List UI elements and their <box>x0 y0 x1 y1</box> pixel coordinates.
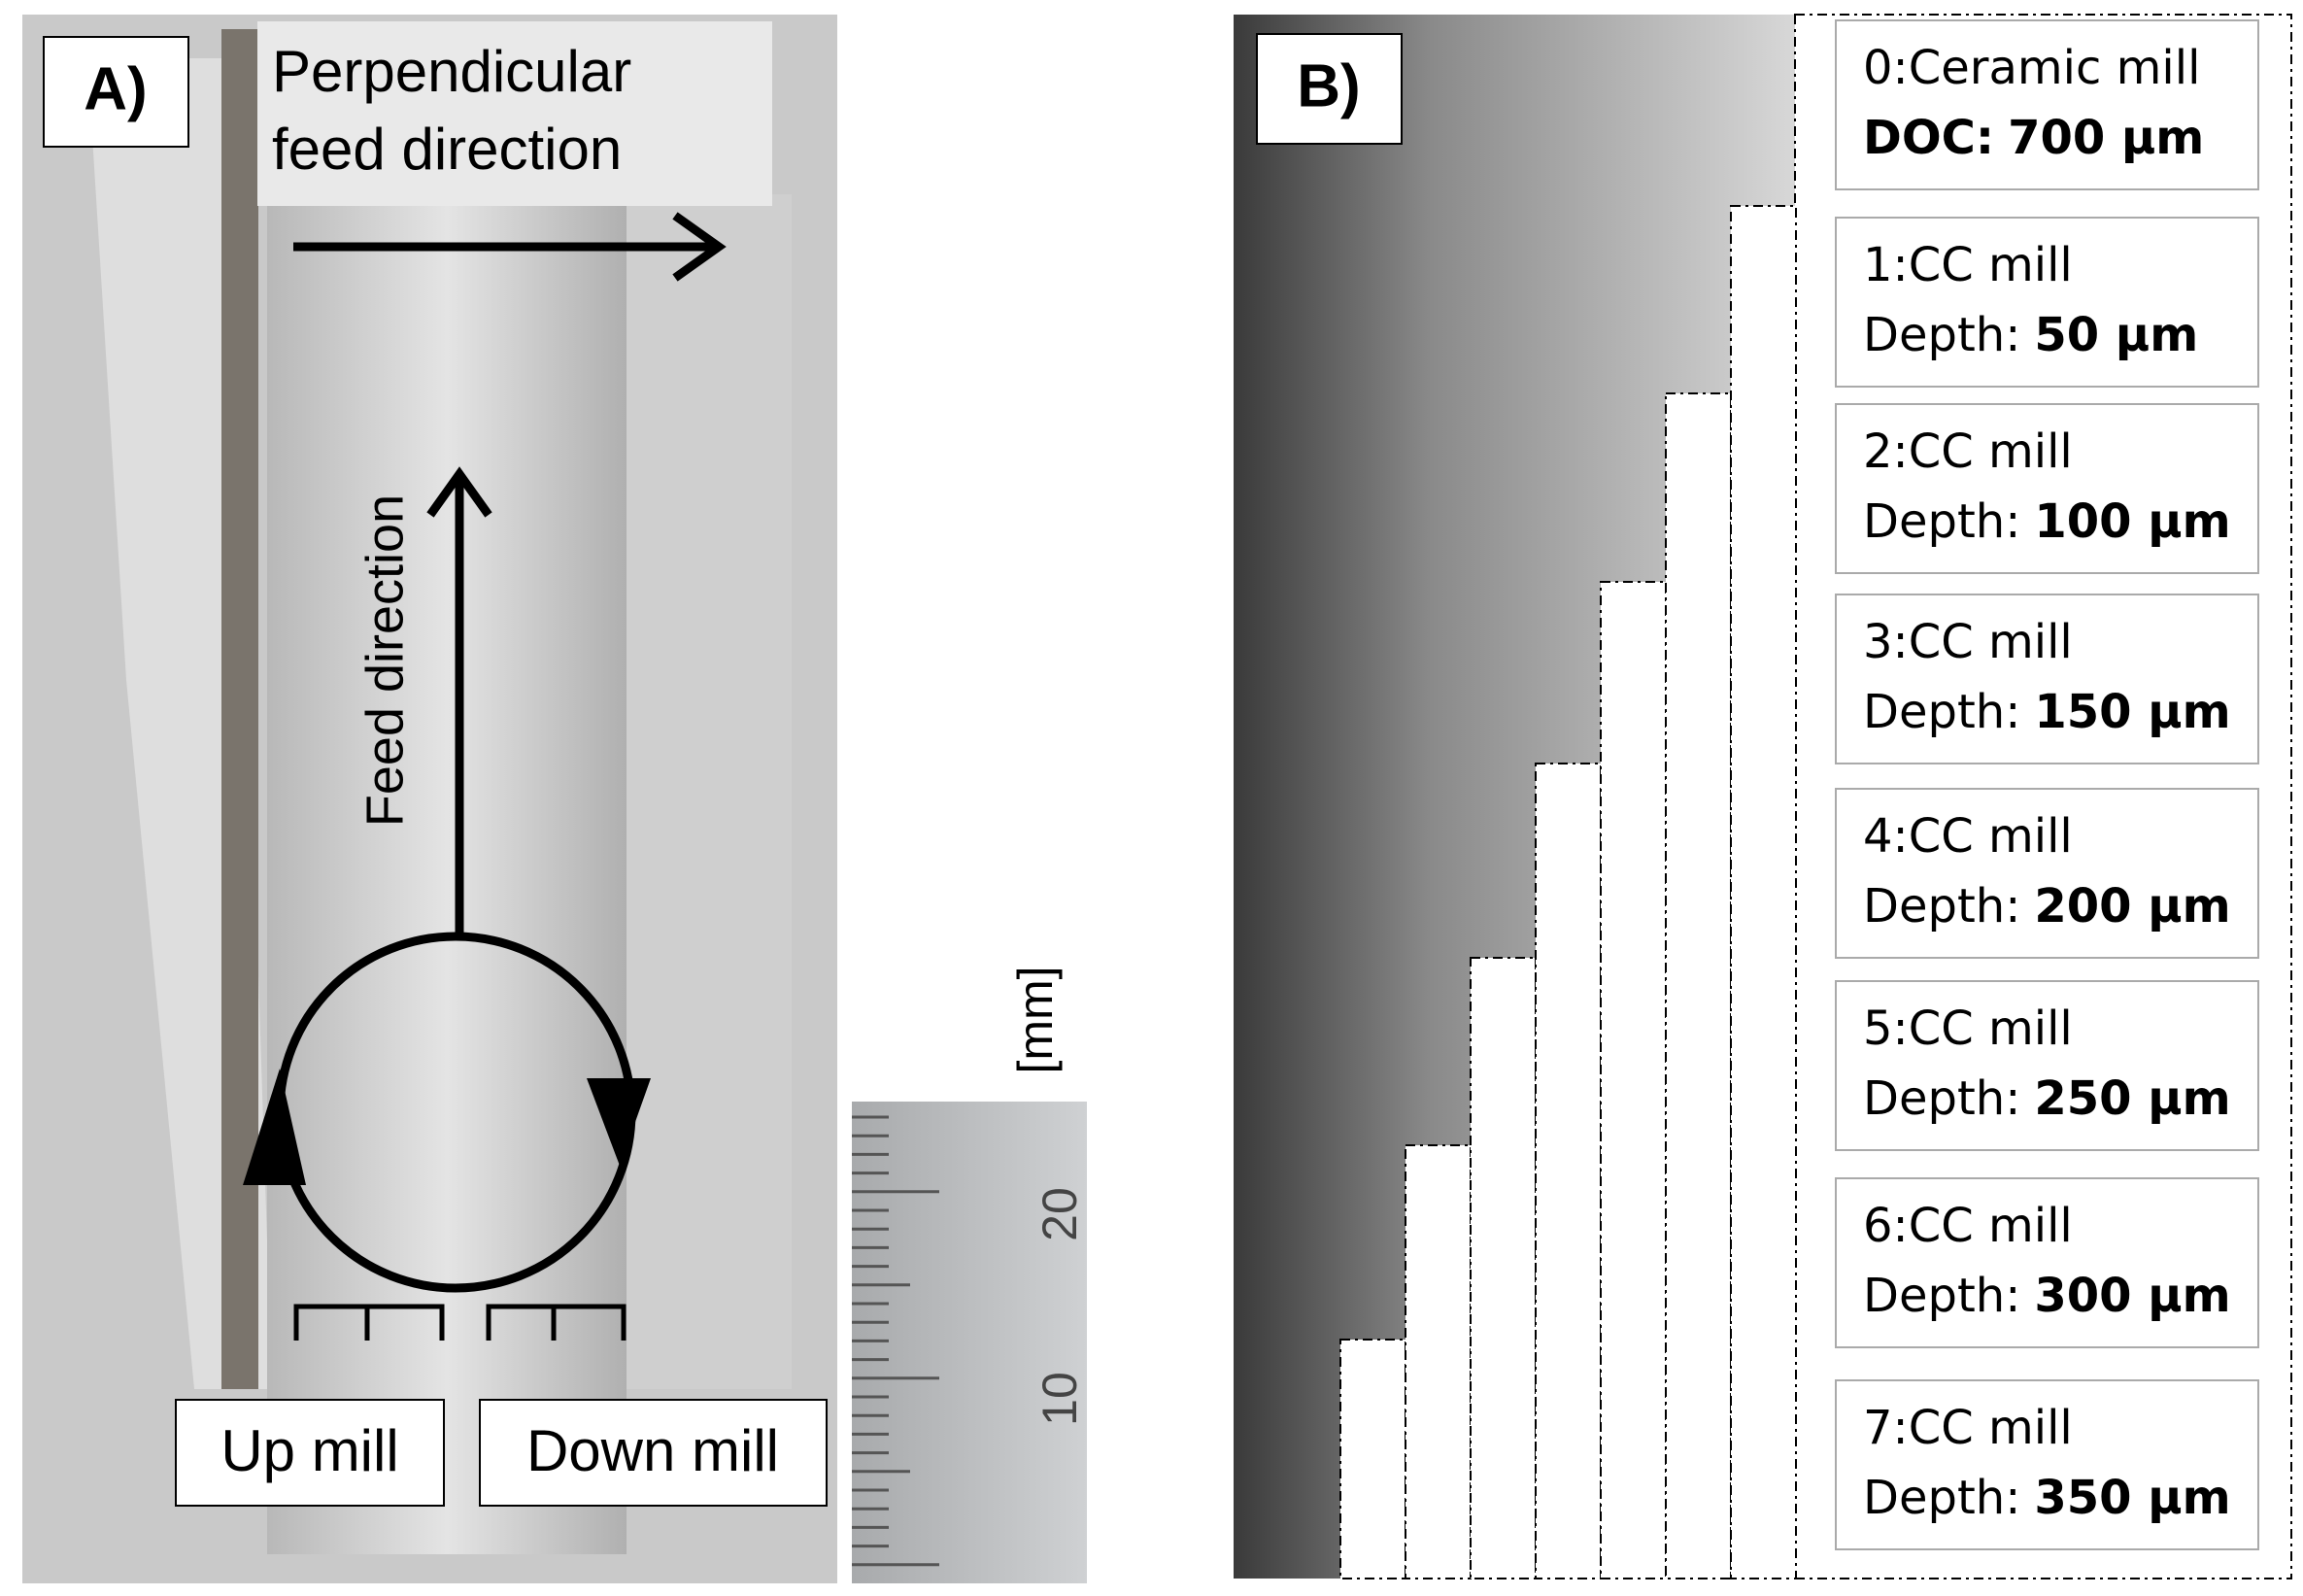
legend-value: 300 µm <box>2034 1269 2230 1323</box>
legend-label: Depth: <box>1863 1269 2020 1323</box>
legend-detail: Depth: 200 µm <box>1863 879 2231 934</box>
legend-label: Depth: <box>1863 685 2020 739</box>
annotation: Perpendicular <box>272 39 631 104</box>
legend-value: 350 µm <box>2034 1471 2230 1525</box>
legend-label: Depth: <box>1863 494 2020 549</box>
legend-detail: Depth: 100 µm <box>1863 494 2231 549</box>
arrowhead <box>243 1069 306 1185</box>
step <box>1405 1144 1472 1579</box>
step <box>1470 957 1537 1579</box>
legend-title: 4:CC mill <box>1863 809 2073 864</box>
step <box>1535 763 1602 1579</box>
label-box <box>1256 33 1403 145</box>
legend-detail: Depth: 300 µm <box>1863 1269 2231 1323</box>
ruler-label: 20 <box>1033 1187 1087 1241</box>
legend-title: 3:CC mill <box>1863 615 2073 669</box>
step <box>1339 1339 1406 1579</box>
legend-title: 6:CC mill <box>1863 1199 2073 1253</box>
annotation: Down mill <box>526 1418 779 1483</box>
legend-detail: Depth: 50 µm <box>1863 308 2198 362</box>
legend-box <box>1835 980 2259 1151</box>
label-box <box>479 1399 828 1507</box>
legend-title: 5:CC mill <box>1863 1002 2073 1056</box>
legend-box <box>1835 788 2259 959</box>
legend-box <box>1835 1177 2259 1348</box>
legend-detail: DOC: 700 µm <box>1863 111 2204 165</box>
label-box <box>175 1399 445 1507</box>
legend-value: 100 µm <box>2034 494 2230 549</box>
ruler-unit: [mm] <box>1008 966 1063 1073</box>
legend-title: 0:Ceramic mill <box>1863 41 2200 95</box>
arrowhead <box>587 1078 651 1166</box>
annotation: feed direction <box>272 117 622 182</box>
steps <box>1339 205 1797 1579</box>
photo-a <box>22 15 837 1583</box>
legend-value: 200 µm <box>2034 879 2230 934</box>
legend-detail: Depth: 350 µm <box>1863 1471 2231 1525</box>
legend-title: 2:CC mill <box>1863 424 2073 479</box>
annotation: Feed direction <box>356 494 414 827</box>
legend-value: 700 µm <box>2008 111 2204 165</box>
annotation: Up mill <box>220 1418 398 1483</box>
legend-detail: Depth: 250 µm <box>1863 1071 2231 1126</box>
ruler <box>852 1102 1087 1583</box>
label-box <box>43 36 189 148</box>
legend-label: Depth: <box>1863 879 2020 934</box>
legend: 0:Ceramic mill DOC: 700 µm 1:CC mill Depth: 5… <box>1835 19 2259 1550</box>
panel-label: B) <box>1297 52 1360 119</box>
legend-detail: Depth: 150 µm <box>1863 685 2231 739</box>
legend-label: Depth: <box>1863 1071 2020 1126</box>
step <box>1600 581 1667 1579</box>
legend-label: Depth: <box>1863 1471 2020 1525</box>
legend-box <box>1835 594 2259 764</box>
legend-box <box>1835 1379 2259 1550</box>
legend-box <box>1835 217 2259 388</box>
ruler-label: 10 <box>1033 1372 1087 1426</box>
legend-title: 1:CC mill <box>1863 238 2073 292</box>
legend-box <box>1835 19 2259 190</box>
panel-label: A) <box>84 55 147 122</box>
step <box>1665 392 1732 1579</box>
legend-title: 7:CC mill <box>1863 1401 2073 1455</box>
legend-box <box>1835 403 2259 574</box>
step <box>1730 205 1797 1579</box>
legend-label: DOC: <box>1863 111 1994 165</box>
legend-value: 150 µm <box>2034 685 2230 739</box>
legend-value: 50 µm <box>2034 308 2198 362</box>
ruler-ticks <box>852 1115 939 1567</box>
legend-label: Depth: <box>1863 308 2020 362</box>
legend-value: 250 µm <box>2034 1071 2230 1126</box>
